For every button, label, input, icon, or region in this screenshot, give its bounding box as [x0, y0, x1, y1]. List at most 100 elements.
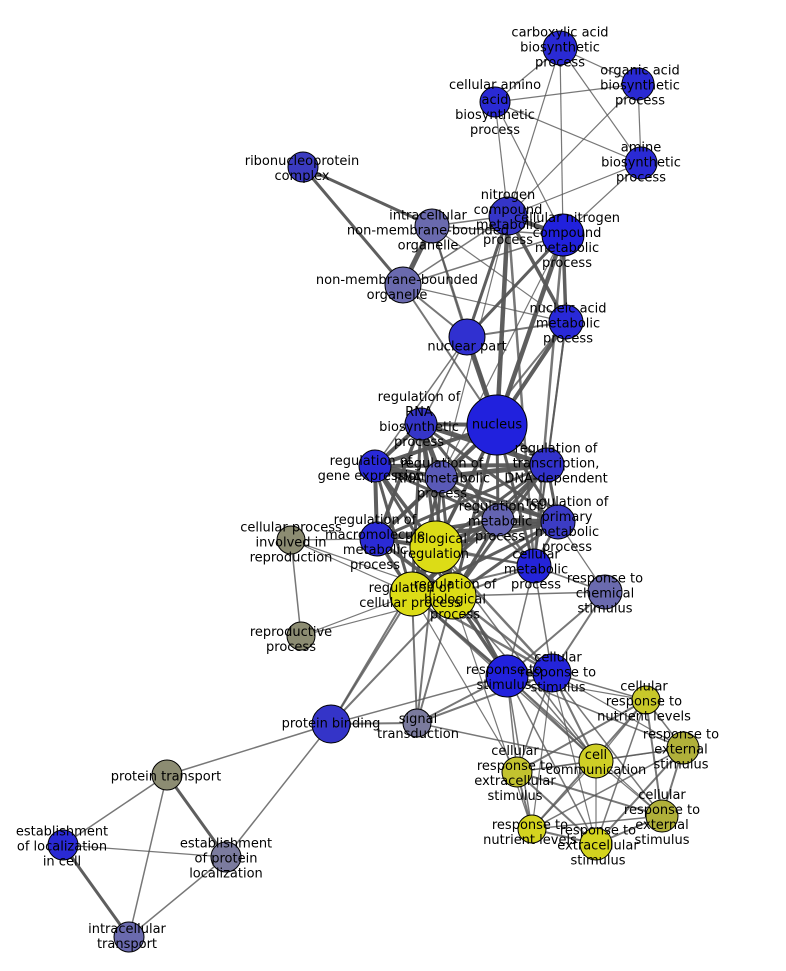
- graph-edge: [506, 675, 684, 749]
- graph-node[interactable]: [384, 266, 422, 304]
- graph-edge: [402, 234, 564, 286]
- graph-edge: [128, 856, 227, 938]
- graph-edge: [402, 215, 509, 286]
- nodes-layer: [47, 30, 700, 953]
- graph-node[interactable]: [645, 799, 679, 833]
- graph-edge: [374, 464, 559, 524]
- graph-edge: [516, 771, 597, 845]
- graph-node[interactable]: [529, 447, 565, 483]
- graph-node[interactable]: [409, 520, 463, 574]
- graph-node[interactable]: [424, 460, 458, 494]
- graph-edge: [416, 672, 553, 724]
- graph-edge: [419, 423, 500, 521]
- graph-edge: [551, 672, 684, 749]
- graph-node[interactable]: [501, 756, 533, 788]
- graph-edge: [595, 747, 684, 845]
- graph-edge: [506, 675, 647, 701]
- graph-node[interactable]: [404, 407, 438, 441]
- graph-node[interactable]: [540, 504, 576, 540]
- graph-node[interactable]: [578, 743, 614, 779]
- graph-edge: [225, 723, 332, 858]
- graph-node[interactable]: [579, 827, 613, 861]
- graph-edge: [376, 463, 548, 541]
- graph-edge: [402, 284, 567, 323]
- graph-node[interactable]: [542, 30, 578, 66]
- graph-edge: [645, 699, 663, 817]
- graph-edge: [416, 722, 597, 762]
- graph-edge: [494, 83, 639, 103]
- graph-node[interactable]: [481, 503, 515, 537]
- graph-node[interactable]: [113, 921, 145, 953]
- graph-edge: [465, 215, 510, 338]
- edges-layer: [61, 47, 684, 938]
- graph-node[interactable]: [666, 731, 700, 765]
- graph-edge: [531, 815, 663, 830]
- graph-edge: [452, 595, 533, 830]
- graph-edge: [595, 699, 647, 845]
- graph-node[interactable]: [541, 213, 585, 257]
- graph-node[interactable]: [414, 208, 450, 244]
- graph-edge: [376, 520, 559, 541]
- graph-edge: [290, 539, 302, 637]
- graph-edge: [507, 162, 642, 217]
- graph-node[interactable]: [389, 571, 435, 617]
- graph-node[interactable]: [516, 548, 552, 584]
- graph-edge: [62, 844, 227, 858]
- graph-edge: [166, 723, 332, 776]
- graph-edge: [506, 591, 606, 677]
- graph-node[interactable]: [621, 67, 655, 101]
- graph-edge: [302, 165, 433, 228]
- graph-edge: [373, 465, 455, 597]
- graph-edge: [440, 462, 548, 480]
- graph-node[interactable]: [488, 196, 528, 236]
- graph-edge: [411, 593, 518, 773]
- graph-node[interactable]: [402, 708, 432, 738]
- graph-edge: [128, 774, 168, 938]
- graph-edge: [301, 166, 405, 286]
- graph-edge: [506, 675, 597, 845]
- graph-edge: [374, 463, 548, 468]
- graph-node[interactable]: [151, 759, 183, 791]
- graph-edge: [435, 546, 553, 674]
- graph-node[interactable]: [532, 653, 572, 693]
- graph-edge: [531, 747, 684, 830]
- graph-node[interactable]: [287, 151, 319, 183]
- graph-node[interactable]: [517, 814, 547, 844]
- graph-edge: [330, 675, 508, 725]
- graph-node[interactable]: [358, 449, 392, 483]
- graph-node[interactable]: [276, 525, 306, 555]
- graph-node[interactable]: [587, 574, 623, 610]
- graph-node[interactable]: [311, 704, 351, 744]
- graph-node[interactable]: [210, 841, 242, 873]
- graph-edge: [507, 47, 561, 217]
- graph-node[interactable]: [485, 654, 529, 698]
- graph-node[interactable]: [359, 521, 395, 557]
- graph-edge: [559, 47, 564, 236]
- graph-edge: [330, 595, 454, 725]
- graph-node[interactable]: [429, 572, 477, 620]
- graph-edge: [374, 336, 468, 467]
- graph-node[interactable]: [479, 86, 511, 118]
- graph-edge: [506, 675, 533, 830]
- graph-edge: [440, 475, 559, 524]
- graph-edge: [375, 423, 423, 540]
- graph-node[interactable]: [448, 318, 486, 356]
- graph-node[interactable]: [548, 304, 584, 340]
- graph-edge: [416, 546, 437, 724]
- graph-node[interactable]: [47, 829, 79, 861]
- graph-edge: [62, 774, 168, 846]
- graph-node[interactable]: [466, 394, 528, 456]
- graph-node[interactable]: [286, 621, 316, 651]
- graph-node[interactable]: [631, 685, 661, 715]
- graph-edge: [551, 672, 597, 845]
- graph-edge: [516, 771, 663, 817]
- graph-edge: [452, 591, 606, 597]
- graph-edge: [507, 83, 639, 217]
- graph-edge: [61, 844, 131, 938]
- graph-edge: [559, 47, 642, 164]
- graph-edge: [165, 774, 228, 858]
- graph-edge: [494, 101, 564, 236]
- graph-node[interactable]: [624, 146, 658, 180]
